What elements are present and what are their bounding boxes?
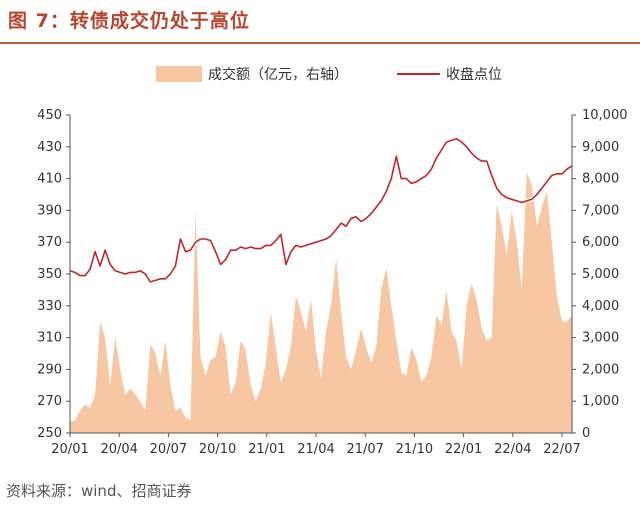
x-tick-label: 22/07	[543, 442, 580, 457]
y-right-tick-label: 6,000	[582, 235, 619, 250]
y-right-tick-label: 3,000	[582, 331, 619, 346]
x-tick-label: 22/04	[494, 442, 531, 457]
y-right-tick-label: 1,000	[582, 394, 619, 409]
x-tick-label: 21/07	[346, 442, 383, 457]
x-tick-label: 20/07	[150, 442, 187, 457]
y-left-tick-label: 390	[37, 203, 62, 218]
y-right-tick-label: 8,000	[582, 172, 619, 187]
legend-line-label: 收盘点位	[446, 66, 502, 83]
y-left-tick-label: 250	[37, 426, 62, 441]
x-tick-label: 20/10	[199, 442, 236, 457]
y-right-tick-label: 4,000	[582, 299, 619, 314]
y-left-tick-label: 350	[37, 267, 62, 282]
y-right-tick-label: 10,000	[582, 108, 628, 123]
figure-title: 图 7：转债成交仍处于高位	[8, 10, 250, 32]
figure-source: 资料来源：wind、招商证券	[6, 482, 192, 500]
series-close-line	[69, 138, 573, 283]
y-right-tick-label: 9,000	[582, 140, 619, 155]
x-tick-label: 20/01	[51, 442, 88, 457]
y-left-tick-label: 430	[37, 140, 62, 155]
x-tick-label: 21/01	[248, 442, 285, 457]
y-right-tick-label: 0	[582, 426, 590, 441]
x-tick-label: 20/04	[100, 442, 137, 457]
y-left-tick-label: 310	[37, 331, 62, 346]
y-left-tick-label: 410	[37, 172, 62, 187]
series-turnover-area	[70, 172, 572, 433]
y-left-tick-label: 450	[37, 108, 62, 123]
x-tick-label: 21/04	[297, 442, 334, 457]
legend-area-swatch	[156, 66, 202, 82]
y-right-tick-label: 2,000	[582, 362, 619, 377]
y-left-tick-label: 290	[37, 362, 62, 377]
title-rule	[0, 42, 640, 44]
y-right-tick-label: 7,000	[582, 203, 619, 218]
y-left-tick-label: 270	[37, 394, 62, 409]
x-tick-label: 21/10	[396, 442, 433, 457]
x-tick-label: 22/01	[445, 442, 482, 457]
y-right-tick-label: 5,000	[582, 267, 619, 282]
legend-area-label: 成交额（亿元，右轴）	[208, 66, 348, 83]
y-left-tick-label: 330	[37, 299, 62, 314]
y-left-tick-label: 370	[37, 235, 62, 250]
